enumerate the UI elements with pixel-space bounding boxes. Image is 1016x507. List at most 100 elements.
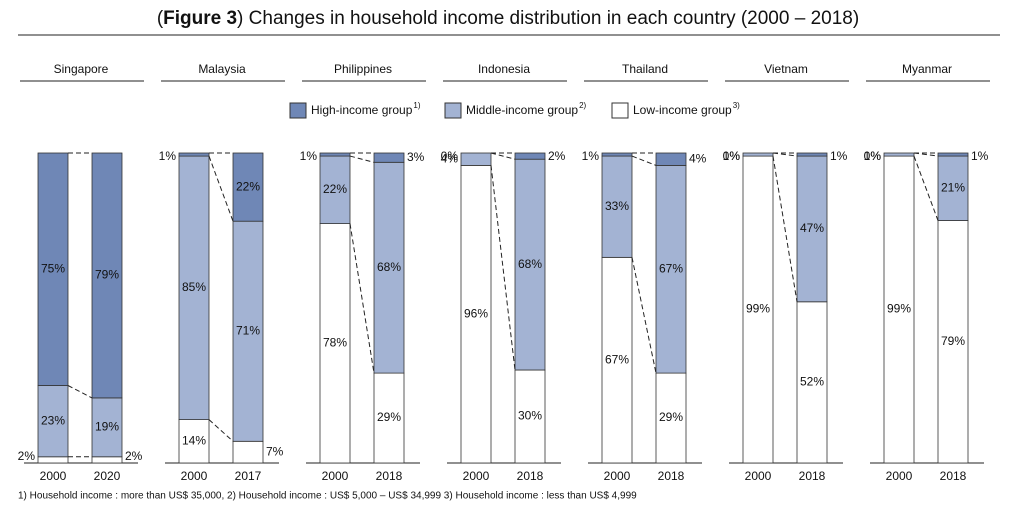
- value-label: 52%: [800, 375, 824, 389]
- value-label: 1%: [830, 149, 848, 163]
- value-label: 23%: [41, 413, 65, 427]
- bar-segment: [883, 152, 915, 157]
- value-label: 79%: [941, 334, 965, 348]
- connector: [208, 419, 234, 442]
- title-part: (: [157, 8, 164, 29]
- legend-label: High-income group: [311, 103, 413, 117]
- bar-segment: [883, 155, 915, 464]
- value-label: 0%: [723, 149, 741, 163]
- value-label: 47%: [800, 221, 824, 235]
- value-label: 1%: [864, 149, 882, 163]
- title-part: ) Changes in household income distributi…: [237, 8, 859, 29]
- bar-segment: [373, 161, 405, 374]
- value-label: 1%: [159, 149, 177, 163]
- x-tick-label: 2018: [517, 469, 544, 483]
- value-label: 22%: [323, 182, 347, 196]
- bar-segment: [232, 440, 264, 464]
- bar-segment: [514, 152, 546, 160]
- bar-segment: [514, 158, 546, 371]
- bar-segment: [655, 152, 687, 166]
- value-label: 2%: [548, 149, 566, 163]
- value-label: 33%: [605, 199, 629, 213]
- x-tick-label: 2018: [799, 469, 826, 483]
- connector: [349, 223, 375, 374]
- value-label: 67%: [659, 261, 683, 275]
- bar-segment: [178, 152, 210, 157]
- bar-segment: [178, 419, 210, 464]
- bar-segment: [655, 164, 687, 374]
- connector: [490, 152, 516, 160]
- bar-segment: [601, 256, 633, 464]
- legend-note: 3): [733, 101, 740, 110]
- connector: [490, 165, 516, 371]
- value-label: 21%: [941, 180, 965, 194]
- connector: [631, 155, 657, 166]
- bar-segment: [373, 372, 405, 464]
- legend-swatch: [289, 102, 307, 119]
- value-label: 0%: [864, 149, 882, 163]
- panel-title: Indonesia: [478, 62, 530, 76]
- panel-title: Philippines: [334, 62, 392, 76]
- x-tick-label: 2000: [40, 469, 67, 483]
- connector: [349, 155, 375, 163]
- connector: [67, 385, 93, 399]
- value-label: 19%: [95, 420, 119, 434]
- panel-title: Malaysia: [198, 62, 246, 76]
- bar-segment: [460, 152, 492, 166]
- x-tick-label: 2000: [604, 469, 631, 483]
- bar-segment: [319, 152, 351, 157]
- connector: [772, 152, 798, 157]
- bar-segment: [91, 152, 123, 399]
- value-label: 2%: [125, 449, 143, 463]
- bar-segment: [178, 155, 210, 421]
- legend-label: Middle-income group: [466, 103, 578, 117]
- legend-label: Low-income group: [633, 103, 732, 117]
- value-label: 0%: [441, 149, 459, 163]
- value-label: 30%: [518, 409, 542, 423]
- connector: [208, 155, 234, 222]
- x-tick-label: 2000: [181, 469, 208, 483]
- bar-segment: [373, 152, 405, 163]
- value-label: 22%: [236, 179, 260, 193]
- value-label: 67%: [605, 352, 629, 366]
- x-tick-label: 2000: [745, 469, 772, 483]
- bar-segment: [937, 155, 969, 221]
- bar-segment: [319, 223, 351, 464]
- bar-segment: [232, 220, 264, 442]
- value-label: 1%: [582, 149, 600, 163]
- x-tick-label: 2018: [658, 469, 685, 483]
- value-label: 79%: [95, 268, 119, 282]
- value-label: 1%: [971, 149, 989, 163]
- panel-title: Vietnam: [764, 62, 808, 76]
- value-label: 14%: [182, 433, 206, 447]
- value-label: 96%: [464, 306, 488, 320]
- bar-segment: [655, 372, 687, 464]
- bar-segment: [37, 152, 69, 386]
- value-label: 68%: [377, 260, 401, 274]
- x-tick-label: 2018: [376, 469, 403, 483]
- legend-note: 1): [413, 101, 420, 110]
- x-tick-label: 2017: [235, 469, 262, 483]
- panel-title: Thailand: [622, 62, 668, 76]
- value-label: 3%: [407, 150, 425, 164]
- bar-segment: [601, 152, 633, 157]
- value-label: 78%: [323, 335, 347, 349]
- value-label: 71%: [236, 323, 260, 337]
- value-label: 2%: [18, 449, 36, 463]
- x-tick-label: 2018: [940, 469, 967, 483]
- value-label: 85%: [182, 280, 206, 294]
- connector: [913, 155, 939, 221]
- bar-segment: [91, 456, 123, 464]
- value-label: 1%: [300, 149, 318, 163]
- chart-title: (Figure 3) Changes in household income d…: [157, 8, 859, 29]
- connector: [631, 257, 657, 374]
- bar-segment: [796, 155, 828, 303]
- x-tick-label: 2020: [94, 469, 121, 483]
- bar-segment: [232, 152, 264, 222]
- bar-segment: [514, 369, 546, 464]
- bar-segment: [937, 152, 969, 157]
- x-tick-label: 2000: [463, 469, 490, 483]
- x-tick-label: 2000: [886, 469, 913, 483]
- bar-segment: [37, 456, 69, 464]
